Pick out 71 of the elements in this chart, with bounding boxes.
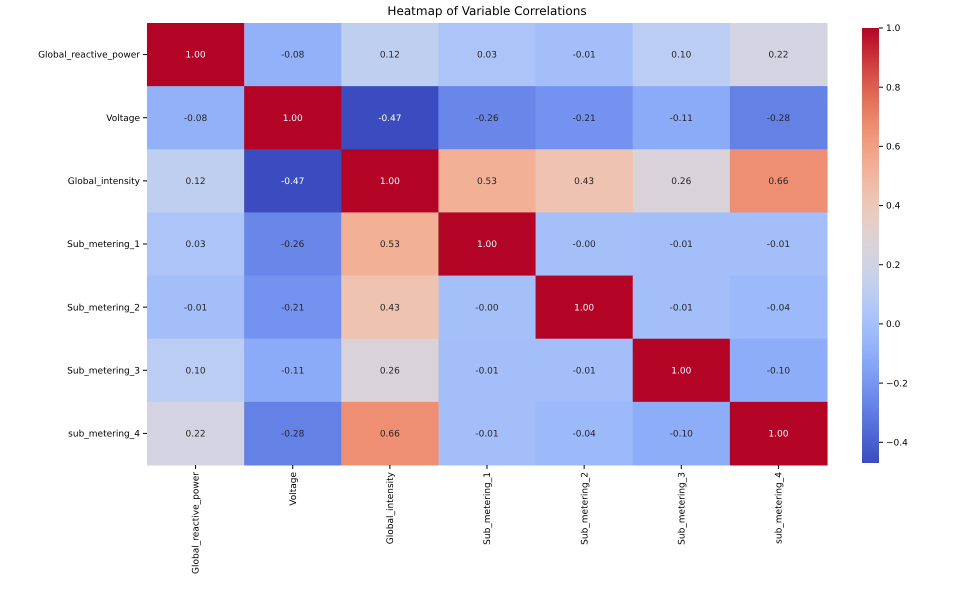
data-label: 0.53 [380,240,400,250]
data-label: -0.00 [475,303,499,314]
data-label: 0.43 [380,303,400,314]
data-label: 0.53 [476,177,498,188]
data-label: -0.11 [670,114,693,124]
data-label: 1.00 [768,430,789,440]
color-bar-label: 1.0 [886,24,901,34]
data-label: 1.00 [282,114,304,124]
data-label: -0.01 [670,303,693,314]
data-label: 1.00 [574,303,594,314]
y-tick-label: Sub_metering_3 [67,366,140,376]
data-label: 0.10 [186,366,206,376]
data-label: 1.00 [186,50,206,61]
data-label: 1.00 [671,366,692,376]
data-label: 0.22 [768,50,788,61]
data-label: -0.01 [572,366,596,376]
data-label: 0.03 [476,50,498,61]
color-bar-label: 0.8 [886,83,901,94]
color-bar-label: 0.0 [886,320,901,330]
data-label: -0.04 [766,303,790,314]
y-tick-label: Global_reactive_power [38,50,140,61]
data-label: 0.03 [186,240,206,250]
data-label: -0.28 [281,430,305,440]
data-label: -0.11 [281,366,304,376]
data-label: -0.08 [281,50,305,61]
data-label: 0.43 [574,177,594,188]
data-label: 0.66 [768,177,789,188]
x-tick-label: Global_intensity [386,471,396,544]
data-label: 0.26 [380,366,400,376]
data-label: -0.01 [572,50,596,61]
data-label: -0.01 [475,366,499,376]
data-label: -0.01 [766,240,790,250]
color-bar-label: −0.2 [886,379,908,390]
color-bar-label: 0.6 [886,142,901,153]
x-tick-label: Sub_metering_3 [677,472,688,545]
data-label: 0.10 [671,50,692,61]
data-label: -0.01 [184,303,208,314]
x-tick-label: Voltage [288,472,299,506]
y-tick-label: Sub_metering_2 [67,303,140,314]
x-tick-label: Sub_metering_2 [580,472,590,545]
y-tick-label: Sub_metering_1 [67,240,140,250]
y-tick-label: Global_intensity [68,177,141,188]
y-tick-label: Voltage [106,114,140,124]
data-label: -0.10 [670,430,694,440]
color-bar-label: 0.4 [886,202,901,212]
data-label: -0.21 [572,114,596,124]
data-label: 1.00 [476,240,498,250]
data-label: -0.21 [281,303,304,314]
data-label: -0.01 [670,240,693,250]
data-label: -0.00 [572,240,596,250]
data-label: -0.10 [766,366,790,376]
data-label: -0.47 [378,114,402,124]
data-label: -0.47 [281,177,304,188]
data-label: 0.12 [380,50,400,61]
data-label: -0.28 [766,114,790,124]
y-tick-label: sub_metering_4 [68,430,140,440]
data-label: -0.01 [475,430,499,440]
x-tick-label: sub_metering_4 [774,472,785,544]
data-label: -0.26 [281,240,305,250]
color-bar-label: −0.4 [886,438,908,448]
chart-title: Heatmap of Variable Correlations [387,4,587,18]
data-label: 0.66 [380,430,400,440]
data-label: 0.22 [186,430,206,440]
data-label: 1.00 [380,177,400,188]
data-label: -0.04 [572,430,596,440]
data-label: 0.12 [186,177,206,188]
data-label: 0.26 [671,177,692,188]
data-label: -0.26 [475,114,499,124]
data-label: -0.08 [184,114,208,124]
x-tick-label: Sub_metering_1 [483,472,494,545]
color-bar-label: 0.2 [886,260,900,271]
